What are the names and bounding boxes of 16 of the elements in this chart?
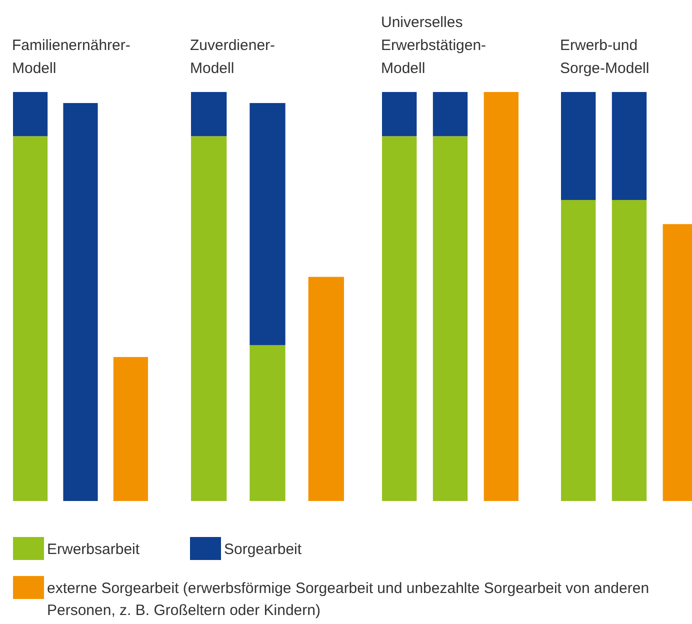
- bar: [250, 345, 286, 501]
- bar: [308, 276, 344, 501]
- bar: [63, 103, 98, 501]
- chart-title: Universelles Erwerbstätigen- Modell: [381, 14, 486, 77]
- bar: [191, 92, 227, 136]
- bar: [13, 136, 48, 501]
- legend-label: Erwerbsarbeit: [47, 541, 140, 558]
- chart-title: Zuverdiener- Modell: [190, 37, 276, 77]
- bar: [13, 92, 48, 136]
- legend-label: Sorgearbeit: [224, 541, 302, 558]
- bar: [113, 357, 148, 501]
- bar: [191, 136, 227, 501]
- chart-title: Erwerb-und Sorge-Modell: [560, 37, 650, 77]
- bar: [250, 103, 286, 346]
- legend-label: externe Sorgearbeit (erwerbsförmige Sorgearbeit und unbezahlte Sorgearbeit von anderen Personen, z. B. Großeltern oder Kindern): [47, 580, 650, 619]
- chart-title: Familienernährer- Modell: [12, 37, 130, 77]
